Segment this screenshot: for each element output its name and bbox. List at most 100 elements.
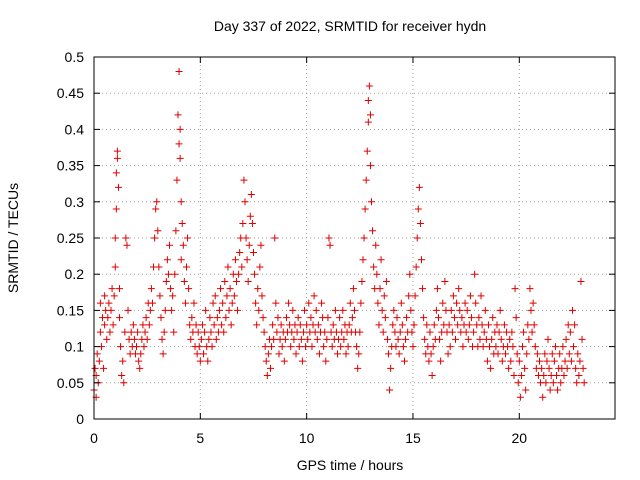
data-point xyxy=(251,270,259,278)
data-point xyxy=(192,321,200,329)
data-point xyxy=(201,328,209,336)
y-tick-label: 0.4 xyxy=(65,121,85,137)
data-point xyxy=(339,306,347,314)
data-point xyxy=(269,321,277,329)
data-point xyxy=(159,350,167,358)
data-point xyxy=(541,350,549,358)
data-point xyxy=(244,277,252,285)
data-point xyxy=(426,328,434,336)
axis-ticks xyxy=(93,56,615,420)
data-point xyxy=(394,335,402,343)
data-point xyxy=(140,343,148,351)
data-point xyxy=(481,306,489,314)
data-point xyxy=(513,350,521,358)
data-point xyxy=(295,343,303,351)
data-point xyxy=(360,234,368,242)
data-point xyxy=(458,314,466,322)
data-point xyxy=(479,343,487,351)
data-point xyxy=(369,227,377,235)
data-point xyxy=(464,335,472,343)
data-point xyxy=(373,270,381,278)
data-point xyxy=(354,364,362,372)
data-point xyxy=(255,306,263,314)
data-point xyxy=(226,285,234,293)
x-tick-label: 20 xyxy=(512,430,528,446)
data-point xyxy=(252,299,260,307)
data-point xyxy=(230,292,238,300)
data-point xyxy=(538,364,546,372)
data-point xyxy=(205,335,213,343)
data-point xyxy=(539,393,547,401)
data-point xyxy=(320,343,328,351)
data-point xyxy=(446,343,454,351)
data-point xyxy=(313,335,321,343)
data-point xyxy=(487,364,495,372)
data-point xyxy=(370,263,378,271)
data-point xyxy=(210,321,218,329)
data-point xyxy=(577,277,585,285)
data-point xyxy=(121,328,129,336)
data-point xyxy=(356,328,364,336)
data-point xyxy=(475,314,483,322)
data-point xyxy=(257,241,265,249)
data-point xyxy=(221,277,229,285)
data-point xyxy=(130,335,138,343)
data-point xyxy=(104,314,112,322)
data-point xyxy=(263,372,271,380)
data-point xyxy=(109,321,117,329)
y-tick-label: 0.35 xyxy=(57,158,84,174)
data-point xyxy=(377,256,385,264)
y-axis-label: SRMTID / TECUs xyxy=(5,183,21,293)
data-point xyxy=(197,335,205,343)
data-point xyxy=(342,350,350,358)
data-point xyxy=(351,306,358,314)
data-point xyxy=(190,299,198,307)
data-point xyxy=(366,162,374,170)
data-point xyxy=(222,314,230,322)
data-point xyxy=(161,306,169,314)
data-point xyxy=(386,386,394,394)
data-point xyxy=(444,350,452,358)
data-point xyxy=(393,314,401,322)
data-point xyxy=(549,379,557,387)
data-point xyxy=(506,335,514,343)
data-point xyxy=(434,314,442,322)
data-point xyxy=(570,343,578,351)
data-point xyxy=(165,241,173,249)
data-point xyxy=(164,270,172,278)
data-point xyxy=(273,328,281,336)
data-point xyxy=(461,299,469,307)
data-point xyxy=(358,277,366,285)
data-point xyxy=(396,328,404,336)
data-point xyxy=(162,277,170,285)
data-point xyxy=(492,343,500,351)
data-point xyxy=(253,321,261,329)
data-point xyxy=(123,241,131,249)
data-point xyxy=(277,321,285,329)
data-point xyxy=(447,306,455,314)
data-point xyxy=(399,343,407,351)
data-point xyxy=(238,263,246,271)
data-point xyxy=(195,343,203,351)
data-point xyxy=(554,386,562,394)
data-point xyxy=(262,357,270,365)
data-point xyxy=(213,314,221,322)
data-point xyxy=(414,205,422,213)
data-point xyxy=(383,335,391,343)
data-point xyxy=(206,314,214,322)
data-point xyxy=(472,299,480,307)
data-point xyxy=(340,335,348,343)
data-point xyxy=(560,372,568,380)
data-point xyxy=(400,357,408,365)
data-point xyxy=(174,111,182,119)
data-point xyxy=(403,314,411,322)
data-point xyxy=(307,314,315,322)
data-point xyxy=(448,328,456,336)
x-tick-label: 5 xyxy=(196,430,204,446)
data-point xyxy=(168,306,176,314)
data-point xyxy=(375,321,383,329)
data-point xyxy=(450,314,458,322)
data-point xyxy=(122,234,130,242)
data-point xyxy=(318,299,326,307)
data-point xyxy=(114,183,122,191)
